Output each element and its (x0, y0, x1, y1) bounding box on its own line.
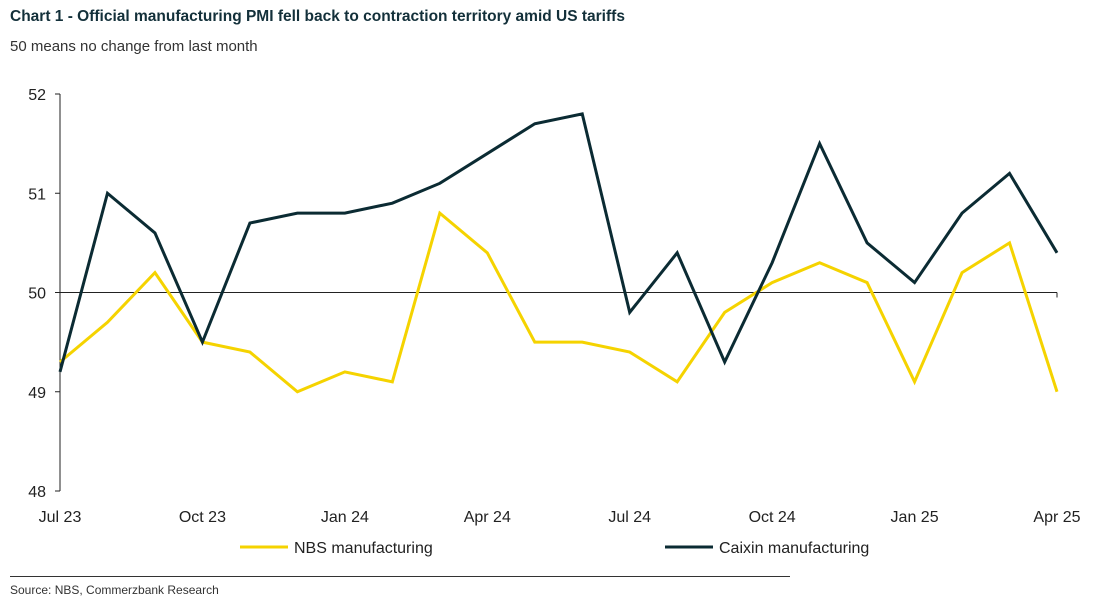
series-line-nbs (59, 210, 1059, 394)
legend-label: Caixin manufacturing (719, 540, 869, 557)
y-tick-label: 48 (28, 484, 46, 501)
x-tick-label: Oct 23 (179, 509, 226, 526)
source-note: Source: NBS, Commerzbank Research (10, 583, 219, 597)
x-tick-label: Jan 24 (321, 509, 369, 526)
x-tick-label: Jul 23 (39, 509, 82, 526)
x-tick-label: Jan 25 (891, 509, 939, 526)
x-tick-label: Jul 24 (608, 509, 651, 526)
y-tick-label: 49 (28, 385, 46, 402)
x-tick-label: Apr 25 (1033, 509, 1080, 526)
source-divider (10, 576, 790, 577)
y-tick-label: 51 (28, 186, 46, 203)
series-line-caixin (58, 112, 1059, 373)
x-tick-label: Oct 24 (749, 509, 796, 526)
y-tick-label: 50 (28, 286, 46, 303)
chart-subtitle: 50 means no change from last month (10, 38, 258, 55)
chart-title: Chart 1 - Official manufacturing PMI fel… (10, 8, 625, 25)
legend-label: NBS manufacturing (294, 540, 433, 557)
y-tick-label: 52 (28, 87, 46, 104)
x-tick-label: Apr 24 (464, 509, 511, 526)
